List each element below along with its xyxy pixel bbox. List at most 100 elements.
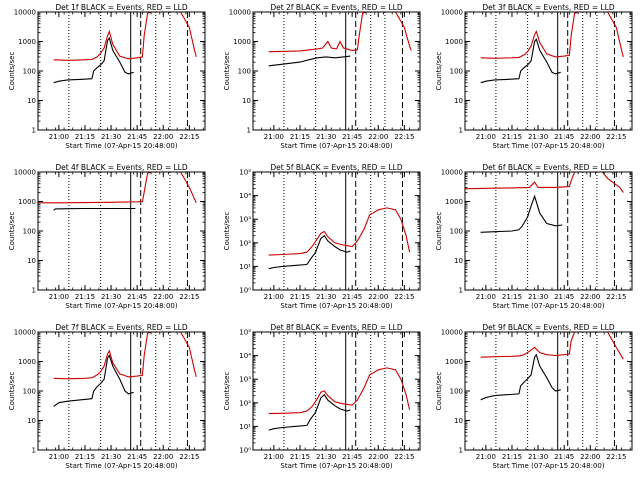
y-tick-label: 10000: [14, 9, 36, 17]
x-axis-label: Start Time (07-Apr-15 20:48:00): [492, 302, 604, 310]
y-tick-label: 10³: [239, 376, 251, 384]
panel-1: 1 10 100 1000 10000 21:00 21:15 21:30 21:45 22:00…: [8, 3, 206, 150]
events-series-line: [480, 194, 563, 233]
x-tick-label: 21:15: [502, 133, 522, 141]
y-tick-label: 10⁴: [239, 192, 251, 200]
y-tick-label: 1000: [445, 38, 463, 46]
x-tick-label: 21:45: [554, 293, 574, 301]
x-tick-label: 21:30: [316, 293, 336, 301]
events-series-line: [480, 38, 561, 84]
x-axis-label: Start Time (07-Apr-15 20:48:00): [492, 462, 604, 470]
y-tick-label: 100: [450, 388, 463, 396]
events-series-line: [268, 393, 351, 431]
panel-8: 10⁰ 10¹ 10² 10³ 10⁴ 10⁵ 21:00 21:15 21:30 21:45 22…: [223, 323, 421, 470]
x-tick-label: 22:00: [153, 133, 173, 141]
events-series-line: [268, 55, 351, 67]
x-tick-label: 21:00: [49, 293, 69, 301]
x-tick-label: 21:00: [49, 453, 69, 461]
x-tick-label: 21:00: [264, 293, 284, 301]
x-tick-label: 21:15: [290, 293, 310, 301]
plot-frame: [464, 331, 633, 451]
y-tick-label: 10²: [239, 399, 251, 407]
y-tick-label: 1: [459, 127, 463, 135]
plot-frame: [252, 11, 421, 131]
y-tick-label: 100: [23, 228, 36, 236]
events-series-line: [53, 354, 134, 407]
y-tick-label: 10¹: [239, 423, 251, 431]
x-axis-label: Start Time (07-Apr-15 20:48:00): [280, 462, 392, 470]
x-tick-label: 21:30: [101, 133, 121, 141]
x-tick-label: 22:00: [580, 453, 600, 461]
lld-series-line: [38, 172, 197, 204]
y-tick-label: 10000: [441, 9, 463, 17]
y-tick-label: 10000: [441, 329, 463, 337]
chart-title: Det 4f BLACK = Events, RED = LLD: [55, 163, 188, 172]
plot-frame: [37, 11, 206, 131]
y-tick-label: 100: [450, 68, 463, 76]
plot-frame: [464, 171, 633, 291]
plot-frame: [252, 331, 421, 451]
y-tick-label: 1000: [233, 38, 251, 46]
y-tick-label: 1: [459, 447, 463, 455]
y-tick-label: 10: [454, 97, 463, 105]
plot-frame: [37, 331, 206, 451]
plot-frame: [37, 171, 206, 291]
events-series-line: [480, 353, 561, 401]
y-axis-label: Counts/sec: [223, 52, 231, 91]
x-axis-label: Start Time (07-Apr-15 20:48:00): [280, 302, 392, 310]
lld-series-line: [268, 207, 411, 256]
x-tick-label: 21:00: [264, 453, 284, 461]
chart-title: Det 8f BLACK = Events, RED = LLD: [270, 323, 403, 332]
x-tick-label: 21:45: [127, 293, 147, 301]
y-tick-label: 1: [247, 127, 251, 135]
x-tick-label: 21:45: [554, 133, 574, 141]
y-tick-label: 1000: [18, 198, 36, 206]
y-tick-label: 10³: [239, 216, 251, 224]
panel-3: 1 10 100 1000 10000 21:00 21:15 21:30 21:45 22:00…: [435, 3, 633, 150]
y-tick-label: 1: [32, 127, 36, 135]
plot-frame: [252, 171, 421, 291]
x-tick-label: 21:30: [528, 453, 548, 461]
x-tick-label: 21:00: [49, 133, 69, 141]
lld-series-line: [53, 332, 197, 380]
y-tick-label: 1000: [445, 198, 463, 206]
y-axis-label: Counts/sec: [8, 52, 16, 91]
y-tick-label: 1: [32, 287, 36, 295]
x-axis-label: Start Time (07-Apr-15 20:48:00): [65, 302, 177, 310]
y-tick-label: 10000: [441, 169, 463, 177]
x-tick-label: 21:15: [290, 453, 310, 461]
y-tick-label: 10000: [14, 329, 36, 337]
x-tick-label: 21:30: [316, 133, 336, 141]
y-tick-label: 100: [23, 68, 36, 76]
y-tick-label: 100: [238, 68, 251, 76]
x-tick-label: 22:00: [153, 293, 173, 301]
y-axis-label: Counts/sec: [223, 372, 231, 411]
y-tick-label: 10: [27, 257, 36, 265]
x-tick-label: 21:00: [264, 133, 284, 141]
x-tick-label: 21:15: [502, 453, 522, 461]
chart-title: Det 7f BLACK = Events, RED = LLD: [55, 323, 188, 332]
chart-title: Det 1f BLACK = Events, RED = LLD: [55, 3, 188, 12]
x-tick-label: 21:45: [342, 293, 362, 301]
y-tick-label: 10¹: [239, 263, 251, 271]
x-tick-label: 22:00: [368, 453, 388, 461]
x-tick-label: 21:15: [75, 293, 95, 301]
y-tick-label: 10000: [14, 169, 36, 177]
y-axis-label: Counts/sec: [435, 212, 443, 251]
x-tick-label: 22:15: [394, 293, 414, 301]
x-tick-label: 21:15: [75, 133, 95, 141]
x-tick-label: 21:30: [101, 293, 121, 301]
y-tick-label: 10: [454, 417, 463, 425]
lld-series-line: [465, 172, 624, 193]
x-axis-label: Start Time (07-Apr-15 20:48:00): [492, 142, 604, 150]
x-tick-label: 21:30: [528, 133, 548, 141]
panel-9: 1 10 100 1000 10000 21:00 21:15 21:30 21:45 22:00…: [435, 323, 633, 470]
y-tick-label: 1: [32, 447, 36, 455]
x-tick-label: 21:45: [342, 133, 362, 141]
y-tick-label: 10000: [229, 9, 251, 17]
y-tick-label: 10⁴: [239, 352, 251, 360]
y-tick-label: 10⁰: [239, 287, 251, 295]
chart-title: Det 6f BLACK = Events, RED = LLD: [482, 163, 615, 172]
lld-series-line: [53, 12, 197, 61]
lld-series-line: [480, 12, 624, 59]
